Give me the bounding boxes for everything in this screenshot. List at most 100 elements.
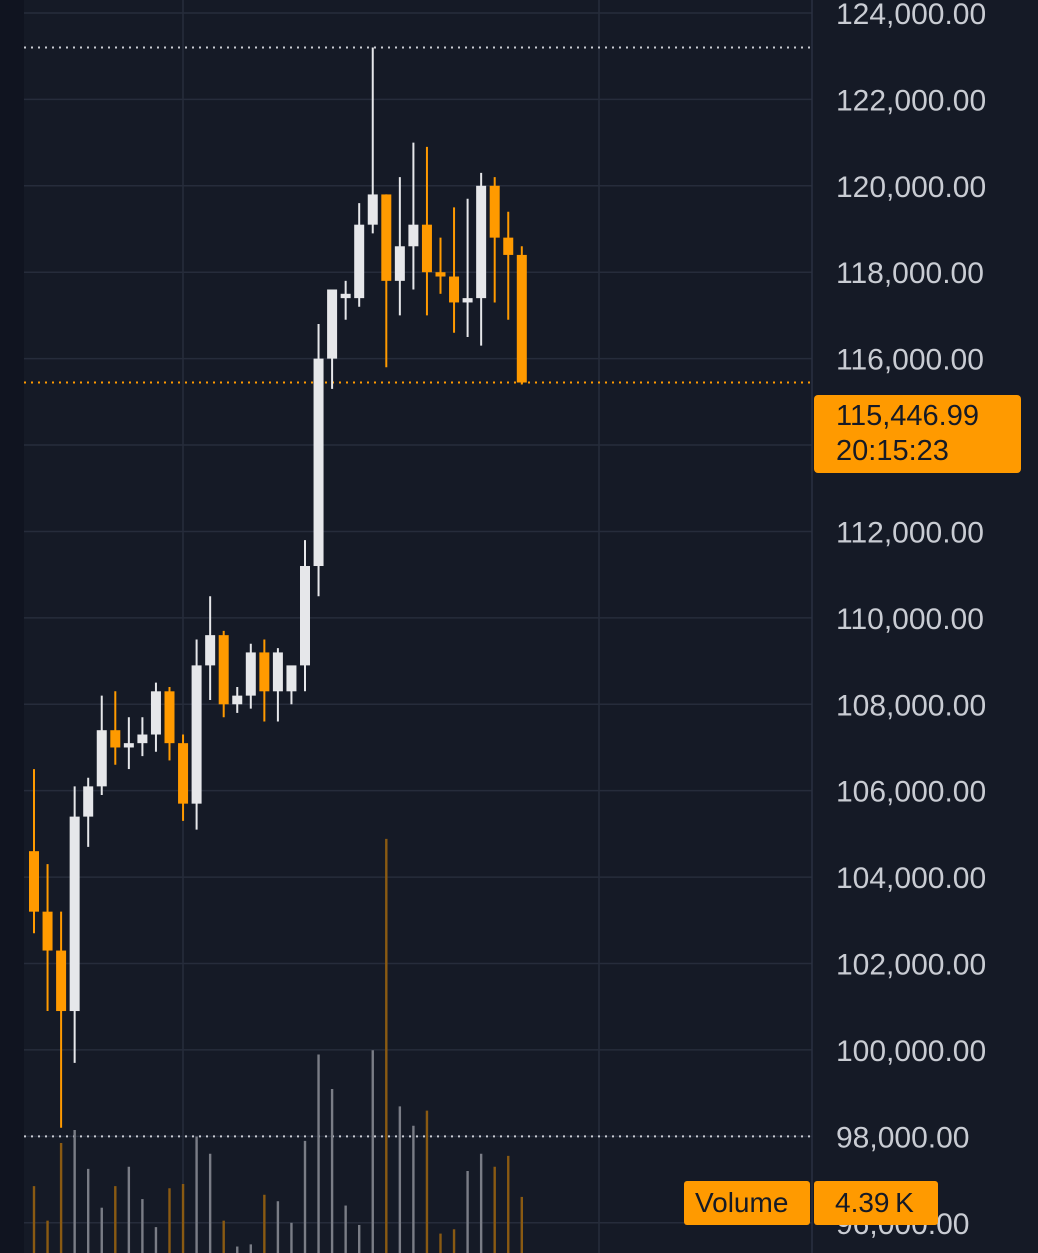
candle	[421, 146, 432, 316]
candle	[110, 691, 121, 765]
volume-label[interactable]: Volume	[684, 1181, 810, 1225]
candle	[286, 665, 297, 705]
price-tick-label: 116,000.00	[836, 344, 984, 377]
price-tick-label: 112,000.00	[836, 516, 984, 549]
candle-body	[83, 786, 94, 817]
candle-body	[300, 566, 310, 666]
last-price-tag: 115,446.99 20:15:23	[814, 395, 1021, 473]
candle	[96, 695, 107, 796]
candle	[449, 207, 460, 333]
candle-body	[286, 665, 297, 692]
price-tick-label: 124,000.00	[836, 0, 986, 31]
candle-body	[69, 816, 80, 1012]
candle	[381, 194, 392, 368]
candle	[232, 686, 243, 713]
candle-body	[245, 652, 256, 696]
left-edge-strip	[0, 0, 24, 1253]
candles	[29, 47, 527, 1128]
candle-body	[476, 185, 487, 299]
candle-body	[42, 911, 53, 951]
candle-body	[123, 743, 134, 748]
price-tick-label: 100,000.00	[836, 1035, 986, 1068]
countdown-timer: 20:15:23	[836, 435, 949, 467]
candle-body	[381, 194, 392, 281]
candle-body	[313, 358, 324, 567]
price-tick-label: 120,000.00	[836, 171, 986, 204]
candle	[137, 717, 148, 757]
candle-body	[421, 224, 432, 273]
candle-body	[191, 665, 202, 804]
candle	[245, 643, 256, 709]
candle	[178, 734, 189, 821]
candle	[354, 203, 365, 307]
candle-body	[354, 224, 365, 299]
candle	[191, 639, 202, 830]
candle	[462, 198, 473, 338]
price-tick-label: 108,000.00	[836, 689, 986, 722]
price-tick-label: 122,000.00	[836, 84, 986, 117]
candle	[435, 237, 446, 294]
candle-body	[150, 691, 161, 735]
candle-body	[178, 743, 189, 804]
candle-body	[232, 695, 243, 705]
candle	[218, 630, 229, 718]
candle	[164, 686, 175, 761]
candle	[340, 280, 351, 320]
price-tick-label: 106,000.00	[836, 776, 986, 809]
price-tick-label: 110,000.00	[836, 603, 984, 636]
candle	[42, 864, 53, 1012]
candle-body	[449, 276, 460, 303]
candle	[408, 142, 419, 290]
candle-body	[489, 185, 500, 238]
candle-body	[516, 254, 527, 383]
candle	[503, 211, 514, 320]
candle	[476, 172, 487, 346]
price-tick-label: 102,000.00	[836, 949, 986, 982]
candle	[394, 177, 405, 316]
candle-body	[503, 237, 514, 255]
candle-body	[340, 293, 351, 299]
candle-body	[96, 730, 107, 787]
candle	[150, 682, 161, 752]
price-tick-label: 98,000.00	[836, 1121, 969, 1154]
candle-body	[462, 298, 473, 303]
candle	[69, 786, 80, 1063]
candle-body	[164, 691, 175, 744]
candle-body	[110, 730, 121, 748]
price-tick-label: 104,000.00	[836, 862, 986, 895]
candle	[259, 639, 270, 722]
candle	[489, 177, 500, 303]
candle	[516, 246, 527, 385]
grid-layer	[24, 0, 813, 1253]
candle	[327, 289, 338, 389]
last-price-value: 115,446.99	[836, 400, 979, 432]
candle	[367, 47, 378, 234]
price-tick-label: 118,000.00	[836, 257, 984, 290]
candle-body	[272, 652, 283, 692]
candle	[29, 769, 39, 934]
candle-body	[408, 224, 419, 247]
candle	[313, 324, 324, 597]
candle-body	[367, 194, 378, 225]
price-axis: 124,000.00 122,000.00 120,000.00 118,000.00…	[836, 0, 986, 1241]
candle	[205, 596, 216, 700]
candle-body	[218, 635, 229, 705]
volume-bars	[32, 838, 523, 1253]
reference-lines	[24, 46, 812, 1138]
candle-body	[259, 652, 270, 692]
candle-body	[205, 635, 216, 666]
candle-body	[137, 734, 148, 744]
candle-body	[394, 246, 405, 281]
candle	[123, 717, 134, 770]
candle	[300, 540, 310, 692]
candle-body	[29, 851, 39, 912]
candle	[56, 911, 67, 1128]
candle-body	[435, 272, 446, 277]
volume-value: 4.39 K	[814, 1181, 938, 1225]
candle-body	[327, 289, 338, 359]
candle	[272, 648, 283, 722]
candle	[83, 777, 94, 847]
candle-body	[56, 950, 67, 1012]
